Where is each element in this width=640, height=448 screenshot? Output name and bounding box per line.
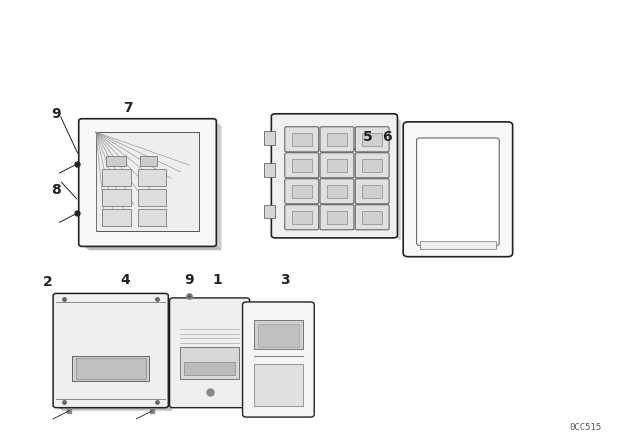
FancyBboxPatch shape — [271, 114, 397, 238]
Bar — [264, 163, 275, 177]
Text: 3: 3 — [280, 273, 290, 287]
Text: 4: 4 — [120, 273, 130, 287]
Bar — [420, 241, 496, 249]
Text: 6: 6 — [382, 129, 392, 144]
Text: 9: 9 — [184, 273, 194, 287]
FancyBboxPatch shape — [243, 302, 314, 417]
FancyBboxPatch shape — [285, 179, 319, 204]
Polygon shape — [246, 300, 252, 409]
FancyBboxPatch shape — [320, 205, 354, 230]
Bar — [102, 209, 131, 226]
FancyBboxPatch shape — [417, 138, 499, 246]
Bar — [76, 358, 146, 379]
FancyBboxPatch shape — [355, 127, 389, 152]
Bar — [292, 211, 312, 224]
Text: 5: 5 — [363, 129, 373, 144]
Bar — [362, 211, 382, 224]
Text: 8: 8 — [51, 183, 61, 198]
Bar — [138, 189, 166, 206]
FancyBboxPatch shape — [285, 205, 319, 230]
Bar — [292, 159, 312, 172]
FancyBboxPatch shape — [355, 179, 389, 204]
Bar — [327, 133, 347, 146]
Bar — [106, 156, 126, 166]
FancyBboxPatch shape — [403, 122, 513, 257]
Bar — [96, 132, 199, 231]
FancyBboxPatch shape — [53, 293, 168, 408]
Bar — [327, 185, 347, 198]
Bar — [292, 185, 312, 198]
Bar — [138, 169, 166, 186]
Text: 7: 7 — [123, 100, 133, 115]
Bar — [102, 169, 131, 186]
FancyBboxPatch shape — [355, 205, 389, 230]
FancyBboxPatch shape — [355, 153, 389, 178]
Bar — [362, 159, 382, 172]
Bar — [362, 185, 382, 198]
Bar — [184, 362, 235, 375]
Bar — [264, 131, 275, 145]
FancyBboxPatch shape — [320, 179, 354, 204]
Polygon shape — [82, 244, 221, 250]
FancyBboxPatch shape — [285, 127, 319, 152]
Polygon shape — [213, 121, 221, 250]
Bar — [102, 189, 131, 206]
Bar — [138, 209, 166, 226]
Bar — [254, 320, 303, 349]
Text: 9: 9 — [51, 107, 61, 121]
Bar — [140, 156, 157, 166]
Bar — [292, 133, 312, 146]
FancyBboxPatch shape — [170, 298, 250, 408]
Bar — [258, 324, 299, 347]
Polygon shape — [165, 296, 172, 410]
FancyBboxPatch shape — [320, 127, 354, 152]
Bar — [254, 364, 303, 406]
Bar — [362, 133, 382, 146]
Polygon shape — [394, 116, 400, 240]
Text: 0CC515: 0CC515 — [570, 423, 602, 432]
Bar — [72, 356, 149, 381]
Bar — [180, 347, 239, 379]
FancyBboxPatch shape — [320, 153, 354, 178]
Text: 1: 1 — [212, 273, 223, 287]
Bar — [327, 159, 347, 172]
Text: 2: 2 — [43, 275, 53, 289]
FancyBboxPatch shape — [79, 119, 216, 246]
Bar — [327, 211, 347, 224]
Polygon shape — [56, 405, 172, 410]
FancyBboxPatch shape — [285, 153, 319, 178]
Bar — [264, 205, 275, 218]
